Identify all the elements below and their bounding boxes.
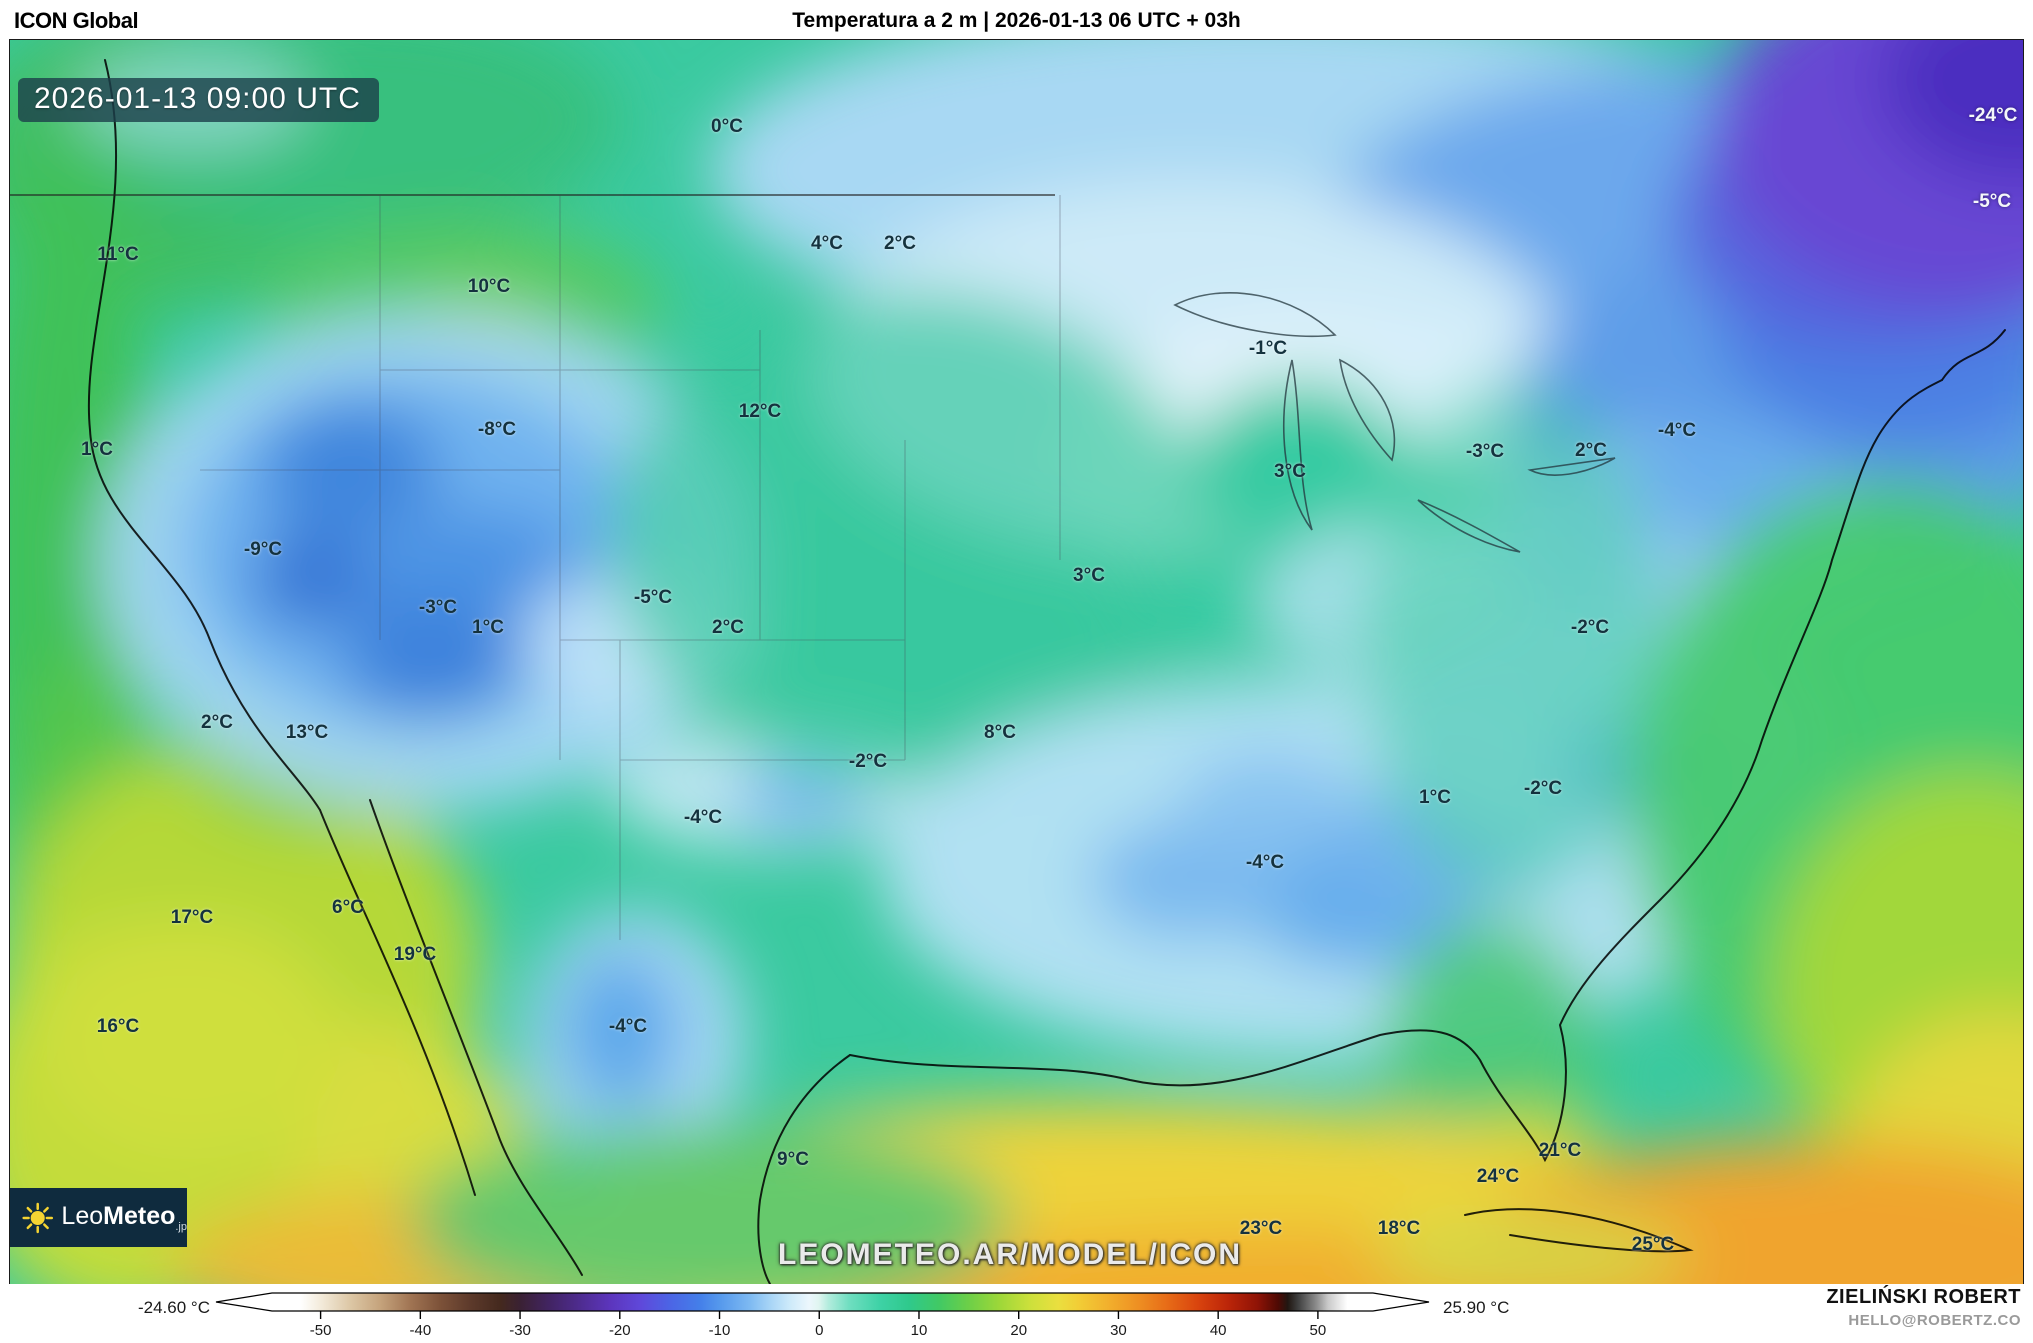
logo-text: LeoMeteo.jp [61,1202,187,1233]
map-color-field [10,40,2023,1284]
temp-label: 21°C [1538,1140,1582,1161]
temp-label: 23°C [1239,1218,1283,1239]
temp-label: 0°C [711,116,743,137]
temp-label: -4°C [1657,420,1697,441]
temperature-colorbar: -50 -40 -30 -20 -10 0 10 20 30 40 50 [215,1290,1430,1343]
sun-icon [22,1202,54,1233]
temp-label: 1°C [1419,787,1451,808]
temp-label: 12°C [738,401,782,422]
lake-outlines [1173,292,1616,553]
temp-label: 17°C [170,907,214,928]
attribution: ZIELIŃSKI ROBERT HELLO@ROBERTZ.CO [1826,1286,2021,1329]
temp-label: 2°C [884,233,916,254]
logo-tld: .jp [175,1221,187,1233]
temp-label: -2°C [1523,778,1563,799]
temp-label: -4°C [608,1016,648,1037]
colorbar-min-value: -24.60 °C [137,1298,210,1317]
temp-label: 18°C [1377,1218,1421,1239]
temp-label: 4°C [811,233,843,254]
temp-label: -9°C [243,539,283,560]
temp-label: 11°C [97,244,139,265]
temp-label: -2°C [1570,617,1610,638]
footer-bar: -24.60 °C -50 -40 -30 -20 -10 0 10 20 30 40 50 25.… [0,1284,2033,1339]
svg-text:-50: -50 [310,1322,332,1338]
svg-text:-20: -20 [609,1322,631,1338]
temp-label: 1°C [472,617,504,638]
map-title: Temperatura a 2 m | 2026-01-13 06 UTC + … [792,9,1241,32]
temp-label: 10°C [467,276,511,297]
temp-label: 9°C [777,1149,809,1170]
svg-text:20: 20 [1010,1322,1027,1338]
temp-label: -8°C [477,419,517,440]
temp-label: -3°C [418,597,458,618]
temp-label: -5°C [1972,191,2012,212]
header-bar: ICON Global Temperatura a 2 m | 2026-01-… [0,0,2033,40]
temp-label: -5°C [633,587,673,608]
author-email: HELLO@ROBERTZ.CO [1848,1312,2021,1329]
svg-text:10: 10 [911,1322,928,1338]
temp-label: 3°C [1073,565,1105,586]
author-name: ZIELIŃSKI ROBERT [1826,1286,2021,1308]
watermark: LEOMETEO.AR/MODEL/ICON [778,1238,1242,1271]
coastline-paths [87,59,2006,1284]
svg-text:0: 0 [815,1322,823,1338]
leometeo-logo: LeoMeteo.jp [10,1188,187,1247]
temp-label: 3°C [1274,461,1306,482]
temp-label: 13°C [285,722,329,743]
temp-label: -1°C [1248,338,1288,359]
colorbar-bar [215,1292,1430,1312]
temp-label: 19°C [393,944,437,965]
temp-label: 8°C [984,722,1016,743]
temp-label: 2°C [1575,440,1607,461]
svg-text:50: 50 [1310,1322,1327,1338]
temp-label: -24°C [1968,105,2018,126]
temp-label: -2°C [848,751,888,772]
temp-label: 16°C [96,1016,140,1037]
temp-label: -4°C [1245,852,1285,873]
temp-label: -3°C [1465,441,1505,462]
model-name: ICON Global [14,8,139,33]
svg-text:-40: -40 [409,1322,431,1338]
temperature-map: 0°C 4°C 2°C 10°C 11°C -8°C 12°C -1°C 3°C -3°C 2°C -… [9,39,2024,1285]
colorbar-max-value: 25.90 °C [1443,1298,1510,1317]
timestamp-badge: 2026-01-13 09:00 UTC [18,78,379,122]
svg-text:-30: -30 [509,1322,531,1338]
svg-text:30: 30 [1110,1322,1127,1338]
temp-label: 1°C [81,439,113,460]
state-lines [200,195,1061,940]
svg-text:40: 40 [1210,1322,1227,1338]
temp-label: -4°C [683,807,723,828]
svg-text:-10: -10 [709,1322,731,1338]
temp-label: 6°C [332,897,364,918]
temp-label: 2°C [712,617,744,638]
temp-label: 25°C [1631,1234,1675,1255]
temp-label: 24°C [1476,1166,1520,1187]
colorbar-ticks: -50 -40 -30 -20 -10 0 10 20 30 40 50 [310,1311,1327,1339]
temp-label: 2°C [201,712,233,733]
